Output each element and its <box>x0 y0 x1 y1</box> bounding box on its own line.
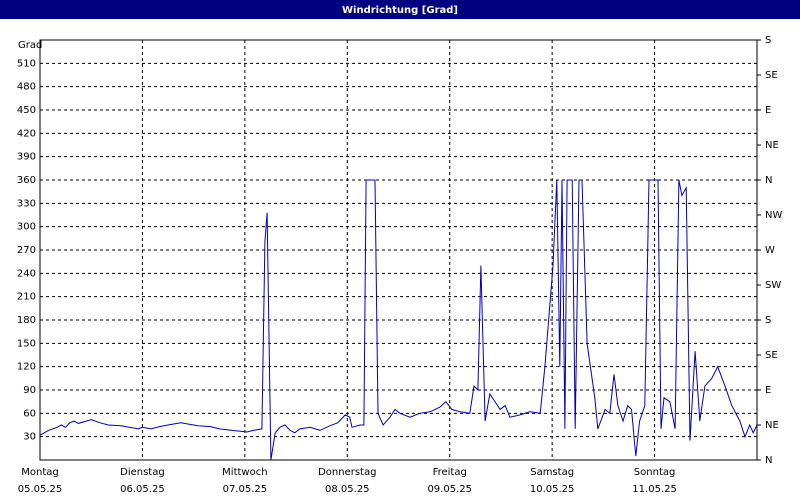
y2-tick-label: E <box>765 385 771 396</box>
x-tick-date: 11.05.25 <box>632 484 677 495</box>
y2-tick-label: S <box>765 35 771 46</box>
y2-tick-label: SE <box>765 350 778 361</box>
x-tick-label: Montag <box>21 467 58 478</box>
y2-tick-label: NE <box>765 420 779 431</box>
x-tick-label: Freitag <box>433 467 467 478</box>
x-tick-label: Mittwoch <box>222 467 267 478</box>
y2-tick-label: NE <box>765 140 779 151</box>
data-line <box>39 179 758 461</box>
y-tick-label: 450 <box>17 105 36 116</box>
y-tick-label: 510 <box>17 58 36 69</box>
x-tick-date: 08.05.25 <box>325 484 370 495</box>
chart-title: Windrichtung [Grad] <box>342 5 458 16</box>
y-tick-label: 480 <box>17 82 36 93</box>
y-tick-label: 180 <box>17 315 36 326</box>
y2-tick-label: E <box>765 105 771 116</box>
x-tick-date: 09.05.25 <box>427 484 472 495</box>
y-tick-label: 150 <box>17 338 36 349</box>
y-axis-label: Grad <box>18 40 42 51</box>
y2-tick-label: N <box>765 175 772 186</box>
y2-tick-label: NW <box>765 210 782 221</box>
x-tick-label: Donnerstag <box>318 467 376 478</box>
x-tick-date: 10.05.25 <box>530 484 575 495</box>
plot-frame <box>39 39 758 461</box>
y-tick-label: 90 <box>23 385 36 396</box>
y2-tick-label: SE <box>765 70 778 81</box>
y2-tick-label: SW <box>765 280 781 291</box>
y2-tick-label: S <box>765 315 771 326</box>
title-bar <box>0 0 800 19</box>
y-tick-label: 420 <box>17 128 36 139</box>
y2-tick-label: N <box>765 455 772 466</box>
y-tick-label: 330 <box>17 198 36 209</box>
x-tick-date: 07.05.25 <box>223 484 268 495</box>
x-tick-label: Dienstag <box>120 467 165 478</box>
y-tick-label: 360 <box>17 175 36 186</box>
x-tick-date: 05.05.25 <box>18 484 63 495</box>
x-tick-label: Sonntag <box>634 467 676 478</box>
y-tick-label: 270 <box>17 245 36 256</box>
y-tick-label: 240 <box>17 268 36 279</box>
x-tick-label: Samstag <box>530 467 574 478</box>
y2-tick-label: W <box>765 245 775 256</box>
y-tick-label: 30 <box>23 432 36 443</box>
x-tick-date: 06.05.25 <box>120 484 165 495</box>
y-tick-label: 60 <box>23 408 36 419</box>
y-tick-label: 120 <box>17 362 36 373</box>
y-tick-label: 300 <box>17 222 36 233</box>
y-tick-label: 390 <box>17 152 36 163</box>
y-tick-label: 210 <box>17 292 36 303</box>
